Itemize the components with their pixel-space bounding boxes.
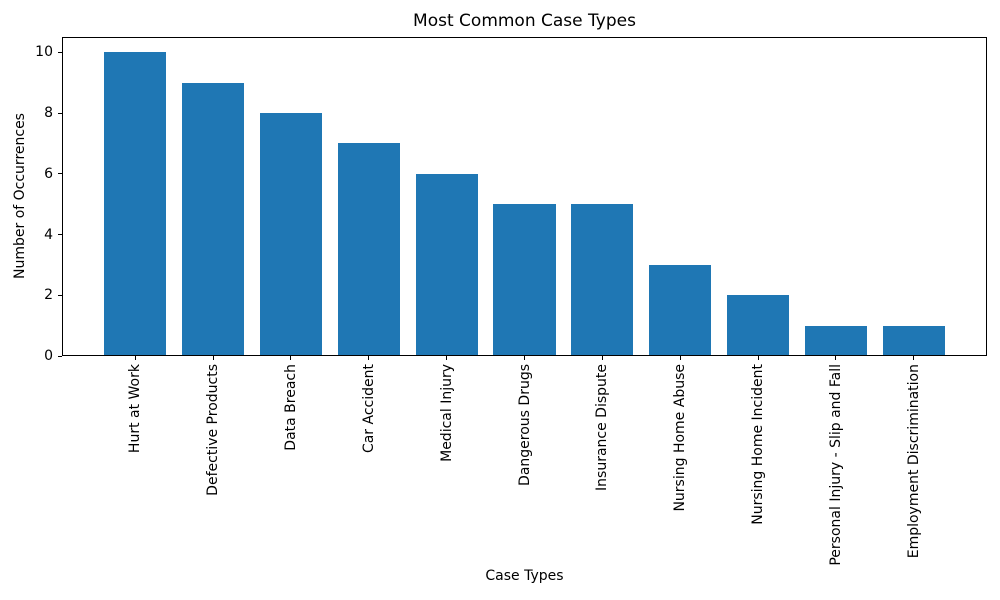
- y-tick-label: 4: [44, 226, 53, 243]
- bar: [337, 143, 400, 356]
- x-tick-label-text: Nursing Home Incident: [750, 364, 767, 525]
- x-tick-label-text: Data Breach: [282, 364, 299, 451]
- x-tick-mark: [446, 356, 448, 360]
- x-tick-mark: [835, 356, 837, 360]
- x-tick-mark: [212, 356, 214, 360]
- x-axis-title: Case Types: [485, 568, 564, 584]
- x-tick-label-text: Medical Injury: [438, 364, 455, 462]
- y-tick-label: 6: [44, 165, 53, 182]
- x-tick-label-text: Defective Products: [205, 364, 222, 496]
- y-axis-title: Number of Occurrences: [12, 113, 28, 279]
- x-tick-label-text: Car Accident: [360, 364, 377, 454]
- y-tick-mark: [58, 294, 62, 296]
- x-tick-mark: [679, 356, 681, 360]
- bar: [804, 325, 868, 356]
- x-tick-mark: [524, 356, 525, 360]
- bar: [104, 52, 167, 356]
- x-tick-mark: [134, 356, 136, 360]
- bar: [571, 204, 634, 356]
- y-tick-mark: [58, 51, 62, 53]
- y-tick-mark: [58, 234, 62, 235]
- x-tick-mark: [368, 356, 370, 360]
- x-tick-mark: [913, 356, 915, 360]
- bar: [726, 295, 790, 356]
- x-tick-mark: [601, 356, 603, 360]
- x-tick-label-text: Insurance Dispute: [594, 364, 611, 491]
- y-tick-label: 0: [44, 348, 53, 364]
- bar: [415, 173, 478, 356]
- x-tick-mark: [290, 356, 292, 360]
- bar: [259, 113, 323, 356]
- x-tick-mark: [757, 356, 759, 360]
- x-tick-label-text: Nursing Home Abuse: [672, 364, 689, 512]
- bar: [493, 204, 556, 356]
- y-tick-label: 8: [44, 105, 53, 121]
- bar: [882, 325, 945, 356]
- x-tick-label-text: Dangerous Drugs: [516, 364, 533, 486]
- x-tick-label-text: Personal Injury - Slip and Fall: [827, 364, 844, 566]
- bar: [649, 264, 712, 356]
- y-tick-mark: [58, 355, 62, 357]
- y-tick-mark: [58, 173, 62, 175]
- bar: [181, 82, 245, 356]
- y-tick-mark: [58, 112, 62, 114]
- x-tick-label-text: Hurt at Work: [127, 364, 144, 454]
- x-tick-label-text: Employment Discrimination: [905, 364, 922, 559]
- y-tick-label: 2: [44, 287, 53, 304]
- chart-title: Most Common Case Types: [413, 11, 636, 31]
- y-tick-label: 10: [35, 44, 53, 61]
